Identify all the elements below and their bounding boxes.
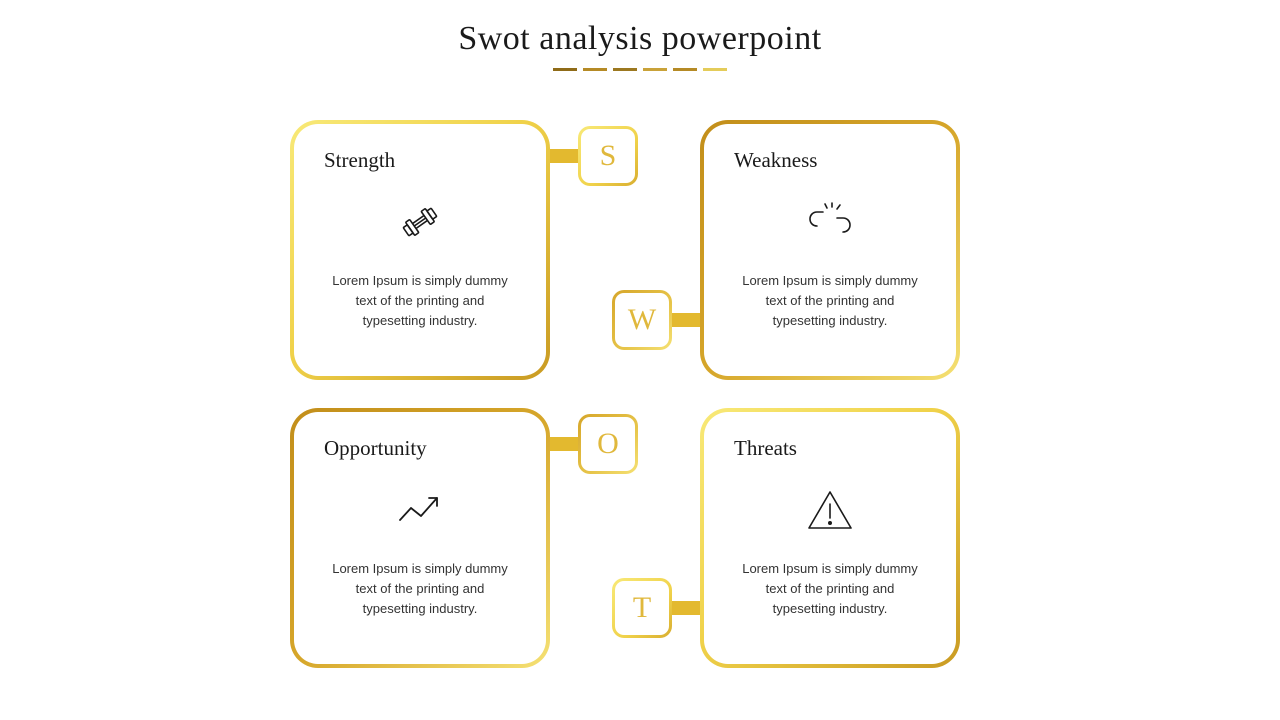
card-inner: Weakness Lorem Ipsum is simply dummy tex… — [704, 124, 956, 376]
connector — [670, 601, 700, 615]
connector — [670, 313, 700, 327]
letter-text: S — [581, 129, 635, 183]
card-inner: Threats Lorem Ipsum is simply dummy text… — [704, 412, 956, 664]
dumbbell-icon — [393, 195, 447, 249]
card-strength: Strength Lorem Ipsum is simply dummy tex… — [290, 120, 550, 380]
title-divider — [0, 68, 1280, 71]
connector — [550, 437, 580, 451]
swot-grid: Strength Lorem Ipsum is simply dummy tex… — [290, 120, 990, 668]
connector — [550, 149, 580, 163]
letter-badge-t: T — [612, 578, 672, 638]
title-block: Swot analysis powerpoint — [0, 0, 1280, 71]
trend-up-icon — [393, 483, 447, 537]
page-title: Swot analysis powerpoint — [0, 20, 1280, 58]
card-heading: Opportunity — [324, 436, 427, 461]
card-inner: Opportunity Lorem Ipsum is simply dummy … — [294, 412, 546, 664]
letter-badge-s: S — [578, 126, 638, 186]
card-heading: Threats — [734, 436, 797, 461]
warning-icon — [803, 483, 857, 537]
card-weakness: Weakness Lorem Ipsum is simply dummy tex… — [700, 120, 960, 380]
card-threats: Threats Lorem Ipsum is simply dummy text… — [700, 408, 960, 668]
card-heading: Weakness — [734, 148, 817, 173]
card-body: Lorem Ipsum is simply dummy text of the … — [318, 559, 522, 619]
card-body: Lorem Ipsum is simply dummy text of the … — [728, 559, 932, 619]
letter-text: O — [581, 417, 635, 471]
letter-badge-o: O — [578, 414, 638, 474]
card-body: Lorem Ipsum is simply dummy text of the … — [728, 271, 932, 331]
letter-badge-w: W — [612, 290, 672, 350]
card-inner: Strength Lorem Ipsum is simply dummy tex… — [294, 124, 546, 376]
card-body: Lorem Ipsum is simply dummy text of the … — [318, 271, 522, 331]
broken-link-icon — [803, 195, 857, 249]
letter-text: W — [615, 293, 669, 347]
letter-text: T — [615, 581, 669, 635]
card-heading: Strength — [324, 148, 395, 173]
card-opportunity: Opportunity Lorem Ipsum is simply dummy … — [290, 408, 550, 668]
